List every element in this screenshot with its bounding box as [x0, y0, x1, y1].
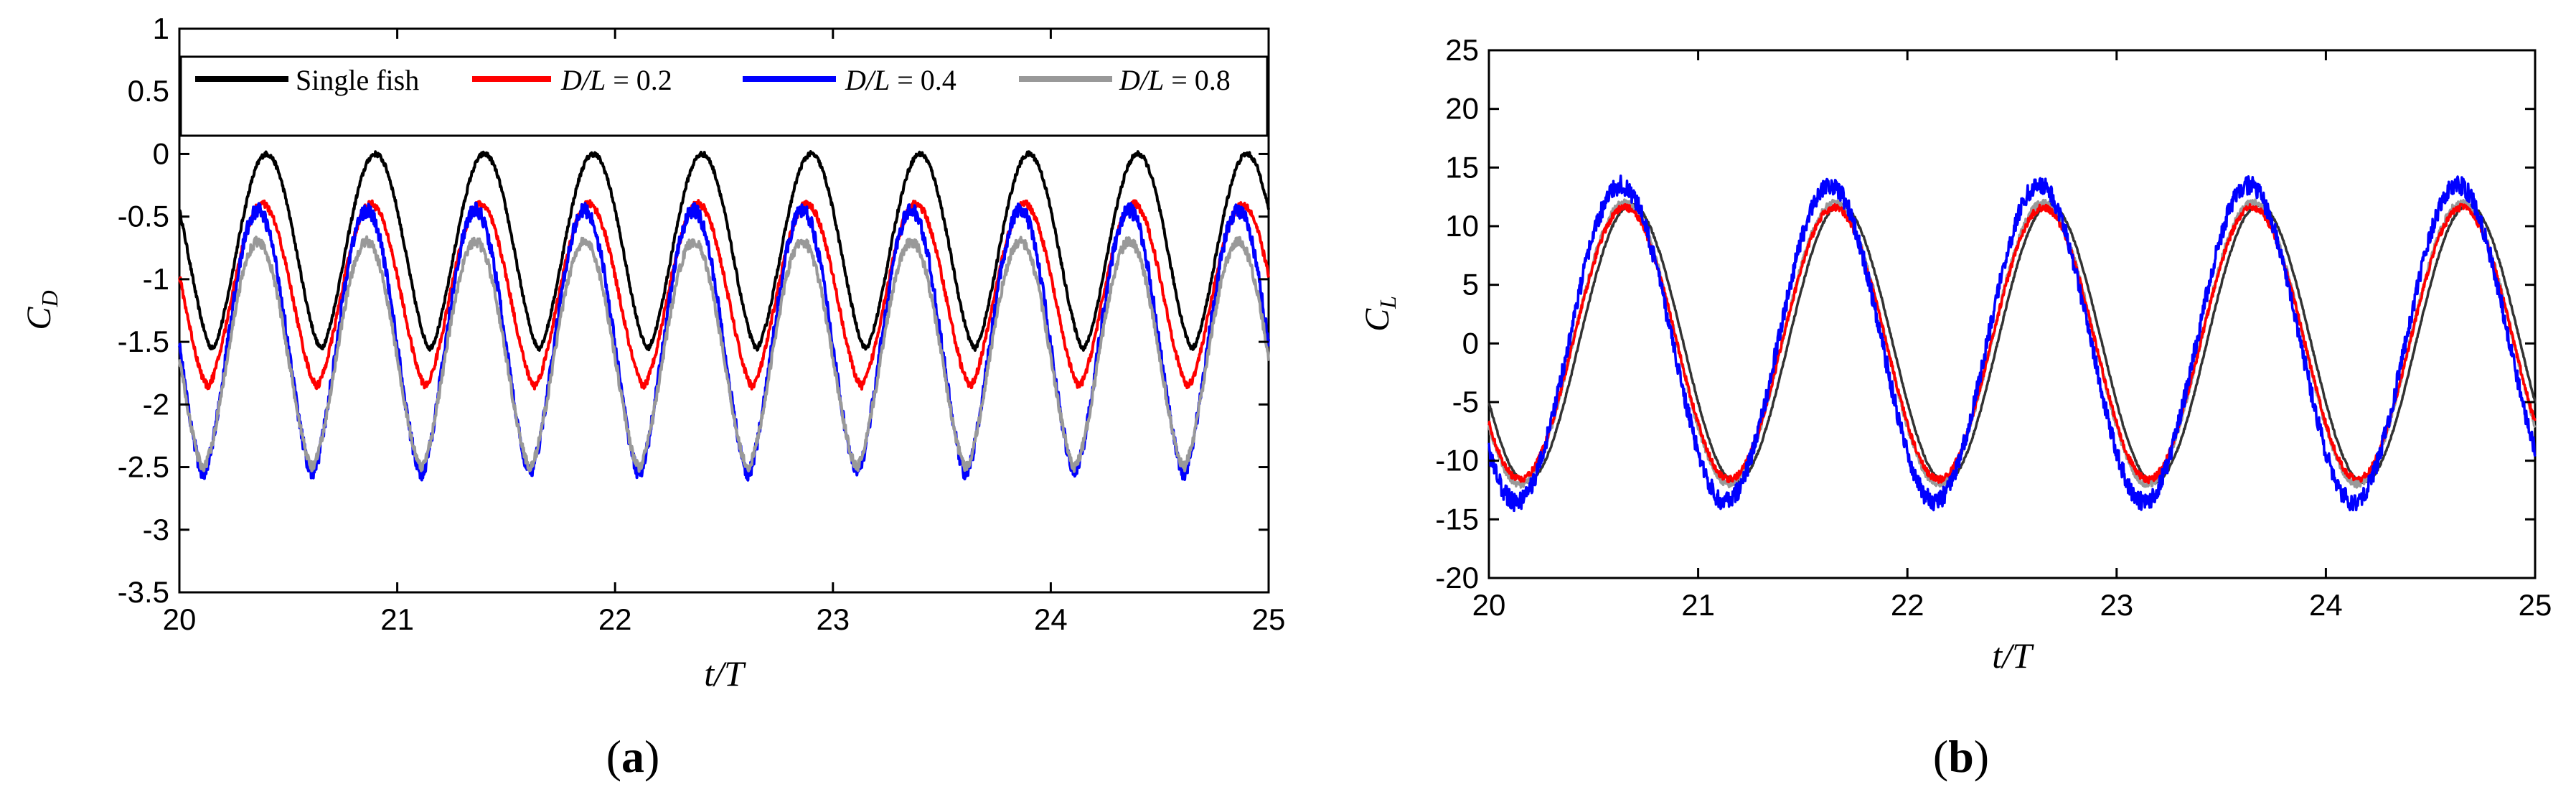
y-tick-label: -0.5 [118, 200, 169, 233]
x-tick-label: 22 [598, 602, 632, 636]
y-tick-label: -1 [143, 262, 169, 296]
y-tick-label: 20 [1445, 92, 1479, 126]
legend-label-dl-04: D/L = 0.4 [845, 64, 956, 96]
y-tick-label: 25 [1445, 33, 1479, 67]
x-tick-label: 21 [1681, 588, 1715, 622]
plot-area-b [1487, 49, 2537, 579]
y-axis-label-b: CL [1358, 296, 1401, 332]
y-tick-label: -10 [1435, 444, 1479, 477]
series-line-single-fish [178, 150, 1270, 352]
y-tick-label: -5 [1452, 385, 1479, 419]
y-tick-label: -15 [1435, 502, 1479, 536]
panel-b: 20 21 22 23 24 25 25 20 15 10 5 0 -5 -10 -15 -20 CL t/T… [1358, 33, 2552, 782]
x-tick-label: 24 [1034, 602, 1068, 636]
legend-box [179, 55, 1269, 137]
legend-label-dl-08: D/L = 0.8 [1119, 64, 1231, 96]
x-tick-label: 25 [1252, 602, 1286, 636]
y-tick-label: -3 [143, 513, 169, 546]
legend-a: Single fish D/L = 0.2 D/L = 0.4 D/L = 0.… [179, 55, 1269, 137]
x-tick-label: 23 [2100, 588, 2133, 622]
legend-label-single-fish: Single fish [296, 64, 419, 96]
x-tick-label: 20 [163, 602, 197, 636]
y-tick-label: 0 [153, 136, 169, 170]
x-tick-label: 24 [2309, 588, 2343, 622]
y-tick-label: 1 [153, 11, 169, 45]
x-tick-label: 22 [1891, 588, 1924, 622]
panel-a: 20 21 22 23 24 2510.50-0.5-1-1.5-2-2.5-3-3.5 … [20, 11, 1285, 782]
y-tick-label: -20 [1435, 561, 1479, 594]
series-group-a [178, 150, 1270, 482]
series-line-d-l-0-8 [178, 235, 1270, 473]
y-axis-label-a: CD [20, 290, 62, 330]
x-tick-label: 21 [380, 602, 414, 636]
x-tick-label: 20 [1472, 588, 1506, 622]
x-axis-label-a: t/T [704, 653, 746, 694]
x-tick-label: 25 [2519, 588, 2552, 622]
y-tick-label: 10 [1445, 209, 1479, 243]
y-tick-label: 0 [1462, 326, 1479, 360]
y-tick-label: 0.5 [128, 74, 169, 108]
x-axis-label-b: t/T [1992, 635, 2034, 676]
x-tick-label: 23 [816, 602, 850, 636]
y-tick-label: -2 [143, 387, 169, 421]
y-tick-label: -2.5 [118, 450, 169, 484]
series-group-b [1487, 174, 2537, 513]
panel-label-b: (b) [1933, 731, 1989, 782]
axis-ticks-b: 20 21 22 23 24 25 25 20 15 10 5 0 -5 -10 -15 -20 [1435, 33, 2552, 622]
axis-ticks-a: 20 21 22 23 24 25 1 0.5 0 -0.5 -1 -1.5 -2 -2.5 -3 -3.5 [118, 11, 1286, 636]
series-line-d-l-0-4 [1487, 174, 2537, 513]
legend-label-dl-02: D/L = 0.2 [560, 64, 672, 96]
y-tick-label: 15 [1445, 150, 1479, 184]
y-tick-label: 5 [1462, 268, 1479, 302]
panel-label-a: (a) [606, 731, 660, 782]
y-tick-label: -1.5 [118, 325, 169, 358]
y-tick-label: -3.5 [118, 575, 169, 609]
